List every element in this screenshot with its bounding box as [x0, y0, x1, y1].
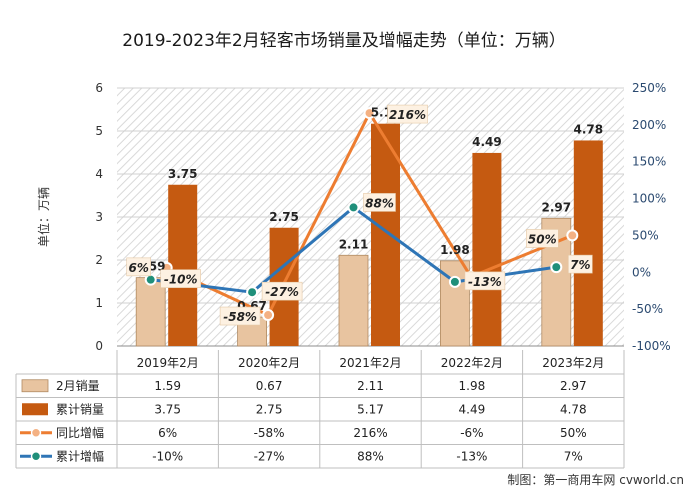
table-cell: -10% [152, 449, 183, 463]
data-label-yoy-bg [387, 104, 428, 124]
data-label-yoy: 50% [528, 232, 557, 246]
y2-tick-label: 0% [632, 265, 651, 279]
y2-tick-label: 150% [632, 155, 666, 169]
bar-label-cumulative: 3.75 [168, 167, 198, 181]
data-label-yoy: 6% [129, 261, 149, 275]
table-cell: 88% [357, 449, 384, 463]
table-cell: 0.67 [256, 379, 283, 393]
legend-label: 累计增幅 [56, 448, 104, 463]
x-tick-label: 2023年2月 [542, 356, 604, 370]
data-table: 2019年2月 2020年2月 2021年2月 2022年2月 2023年2月 2月销量 1… [15, 350, 625, 469]
bar-cumulative [168, 184, 198, 346]
table-cell: -27% [254, 449, 285, 463]
y-axis-label: 单位：万辆 [36, 187, 51, 247]
data-label-cumulative: -13% [468, 275, 502, 289]
legend-marker [30, 427, 42, 438]
y2-tick-label: 250% [632, 81, 666, 95]
y2-tick-label: -100% [632, 339, 671, 353]
table-cell: 216% [353, 426, 387, 440]
legend-marker [30, 451, 42, 462]
data-labels: 1.593.750.672.752.115.171.984.492.974.78… [126, 104, 603, 326]
table-cell: 4.78 [560, 402, 587, 416]
table-cell: 4.49 [459, 402, 486, 416]
y-tick-label: 2 [95, 253, 103, 267]
marker-cumulative [246, 286, 259, 299]
x-tick-label: 2022年2月 [441, 356, 503, 370]
legend-label: 2月销量 [56, 379, 100, 393]
table-cell: -13% [456, 449, 487, 463]
data-label-yoy-bg [219, 306, 261, 326]
bar-cumulative [371, 123, 400, 346]
table-cell: 3.75 [154, 402, 181, 416]
table-cell: 2.11 [357, 379, 384, 393]
y-axis-left: 0 1 2 3 4 5 6 [95, 81, 103, 353]
y-tick-label: 4 [95, 167, 103, 181]
table-cell: -58% [254, 426, 285, 440]
data-label-yoy: -58% [223, 310, 257, 324]
marker-yoy [262, 309, 275, 322]
bar-label-monthly: 2.11 [339, 237, 369, 251]
y2-tick-label: 50% [632, 228, 659, 242]
data-label-cumulative-bg [464, 271, 506, 291]
marker-cumulative [347, 201, 360, 214]
marker-yoy [566, 229, 579, 242]
y-tick-label: 3 [95, 210, 103, 224]
bar-label-cumulative: 2.75 [269, 210, 299, 224]
footer-credit: 制图：第一商用车网 cvworld.cn [507, 472, 684, 487]
chart-title: 2019-2023年2月轻客市场销量及增幅走势（单位：万辆） [122, 31, 565, 51]
legend-swatch [22, 403, 48, 416]
y-tick-label: 0 [95, 339, 103, 353]
bar-monthly [135, 277, 166, 347]
data-label-cumulative-bg [160, 269, 201, 288]
data-label-cumulative: 7% [570, 258, 590, 272]
legend-swatch [21, 379, 49, 393]
data-label-cumulative: -10% [164, 273, 198, 287]
x-tick-label: 2020年2月 [238, 356, 300, 370]
y-tick-label: 6 [95, 81, 103, 95]
table-cell: 5.17 [357, 402, 384, 416]
y-tick-label: 5 [95, 124, 103, 138]
data-label-cumulative-bg [567, 254, 593, 274]
table-cell: 50% [560, 426, 587, 440]
x-tick-label: 2021年2月 [339, 356, 401, 370]
legend-label: 累计销量 [56, 402, 104, 416]
bars [135, 123, 603, 347]
x-tick-label: 2019年2月 [137, 356, 199, 370]
bar-label-monthly: 1.98 [440, 243, 470, 257]
bar-label-monthly: 2.97 [541, 200, 571, 214]
marker-cumulative [448, 275, 461, 288]
y-tick-label: 1 [95, 296, 103, 310]
marker-cumulative [550, 261, 563, 274]
legend-label: 同比增幅 [56, 425, 104, 440]
gridlines [117, 87, 624, 347]
y2-tick-label: 200% [632, 118, 666, 132]
table-cell: 1.59 [154, 379, 181, 393]
table-cell: 2.75 [256, 402, 283, 416]
table-cell: 7% [564, 449, 583, 463]
bar-cumulative [472, 152, 502, 346]
table-cell: -6% [460, 426, 483, 440]
data-label-yoy-bg [126, 257, 151, 277]
bar-label-cumulative: 4.78 [573, 122, 603, 136]
y2-tick-label: 100% [632, 192, 666, 206]
data-label-yoy-bg [525, 229, 559, 248]
table-cell: 2.97 [560, 379, 587, 393]
marker-yoy [363, 107, 376, 120]
data-label-cumulative: -27% [265, 285, 299, 299]
table-cell: 6% [158, 426, 177, 440]
data-label-cumulative-bg [261, 281, 303, 301]
table-cell: 1.98 [459, 379, 486, 393]
data-label-cumulative-bg [363, 193, 396, 212]
data-label-yoy: 216% [389, 108, 426, 122]
bar-monthly [338, 254, 369, 347]
bar-label-cumulative: 4.49 [472, 135, 502, 149]
y2-tick-label: -50% [632, 302, 663, 316]
bar-cumulative [573, 140, 603, 346]
data-label-cumulative: 88% [365, 196, 394, 210]
y-axis-right: -100% -50% 0% 50% 100% 150% 200% 250% [632, 81, 671, 353]
